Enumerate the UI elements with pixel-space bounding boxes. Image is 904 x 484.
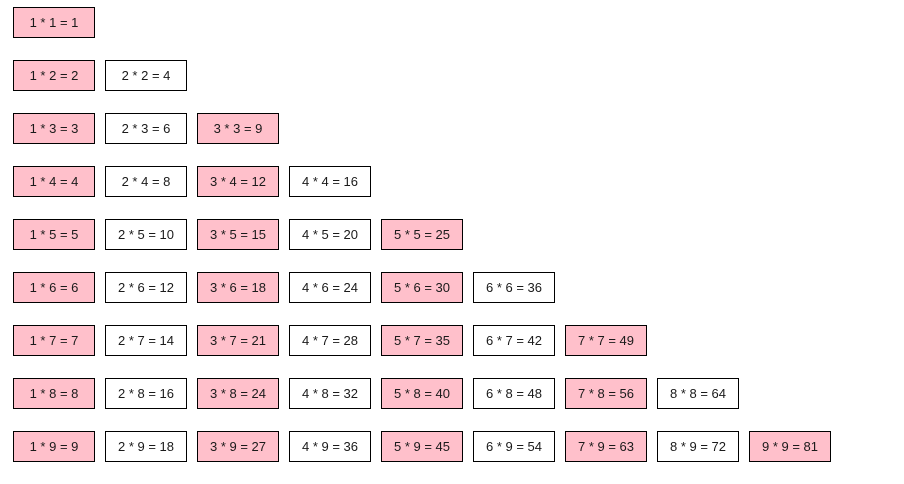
table-cell: 5 * 9 = 45	[381, 431, 463, 462]
table-cell: 3 * 5 = 15	[197, 219, 279, 250]
table-cell: 1 * 1 = 1	[13, 7, 95, 38]
table-cell: 2 * 7 = 14	[105, 325, 187, 356]
table-cell: 2 * 8 = 16	[105, 378, 187, 409]
table-cell: 1 * 8 = 8	[13, 378, 95, 409]
table-cell: 9 * 9 = 81	[749, 431, 831, 462]
table-cell: 2 * 4 = 8	[105, 166, 187, 197]
table-row: 1 * 8 = 8 2 * 8 = 16 3 * 8 = 24 4 * 8 = 32 5…	[13, 378, 841, 409]
table-cell: 5 * 5 = 25	[381, 219, 463, 250]
table-cell: 2 * 6 = 12	[105, 272, 187, 303]
table-row: 1 * 6 = 6 2 * 6 = 12 3 * 6 = 18 4 * 6 = 24 5…	[13, 272, 841, 303]
table-cell: 1 * 4 = 4	[13, 166, 95, 197]
multiplication-table: 1 * 1 = 1 1 * 2 = 2 2 * 2 = 4 1 * 3 = 3 2 * …	[13, 7, 841, 484]
table-row: 1 * 2 = 2 2 * 2 = 4	[13, 60, 841, 91]
table-cell: 6 * 6 = 36	[473, 272, 555, 303]
table-cell: 1 * 5 = 5	[13, 219, 95, 250]
table-cell: 1 * 3 = 3	[13, 113, 95, 144]
table-cell: 6 * 7 = 42	[473, 325, 555, 356]
table-cell: 2 * 2 = 4	[105, 60, 187, 91]
table-cell: 8 * 9 = 72	[657, 431, 739, 462]
table-cell: 7 * 9 = 63	[565, 431, 647, 462]
table-cell: 3 * 4 = 12	[197, 166, 279, 197]
table-cell: 3 * 3 = 9	[197, 113, 279, 144]
table-cell: 2 * 9 = 18	[105, 431, 187, 462]
table-cell: 3 * 6 = 18	[197, 272, 279, 303]
table-cell: 5 * 7 = 35	[381, 325, 463, 356]
table-cell: 6 * 9 = 54	[473, 431, 555, 462]
table-cell: 3 * 8 = 24	[197, 378, 279, 409]
table-cell: 8 * 8 = 64	[657, 378, 739, 409]
table-cell: 3 * 7 = 21	[197, 325, 279, 356]
table-row: 1 * 9 = 9 2 * 9 = 18 3 * 9 = 27 4 * 9 = 36 5…	[13, 431, 841, 462]
table-cell: 1 * 7 = 7	[13, 325, 95, 356]
table-cell: 5 * 6 = 30	[381, 272, 463, 303]
table-cell: 1 * 6 = 6	[13, 272, 95, 303]
table-cell: 4 * 6 = 24	[289, 272, 371, 303]
table-cell: 3 * 9 = 27	[197, 431, 279, 462]
table-cell: 4 * 4 = 16	[289, 166, 371, 197]
table-cell: 2 * 5 = 10	[105, 219, 187, 250]
table-cell: 7 * 8 = 56	[565, 378, 647, 409]
table-row: 1 * 4 = 4 2 * 4 = 8 3 * 4 = 12 4 * 4 = 16	[13, 166, 841, 197]
table-cell: 4 * 8 = 32	[289, 378, 371, 409]
table-row: 1 * 7 = 7 2 * 7 = 14 3 * 7 = 21 4 * 7 = 28 5…	[13, 325, 841, 356]
table-cell: 2 * 3 = 6	[105, 113, 187, 144]
table-cell: 1 * 9 = 9	[13, 431, 95, 462]
table-cell: 4 * 7 = 28	[289, 325, 371, 356]
table-cell: 4 * 5 = 20	[289, 219, 371, 250]
table-cell: 5 * 8 = 40	[381, 378, 463, 409]
table-row: 1 * 1 = 1	[13, 7, 841, 38]
table-row: 1 * 5 = 5 2 * 5 = 10 3 * 5 = 15 4 * 5 = 20 5…	[13, 219, 841, 250]
table-cell: 6 * 8 = 48	[473, 378, 555, 409]
table-row: 1 * 3 = 3 2 * 3 = 6 3 * 3 = 9	[13, 113, 841, 144]
table-cell: 7 * 7 = 49	[565, 325, 647, 356]
table-cell: 4 * 9 = 36	[289, 431, 371, 462]
table-cell: 1 * 2 = 2	[13, 60, 95, 91]
